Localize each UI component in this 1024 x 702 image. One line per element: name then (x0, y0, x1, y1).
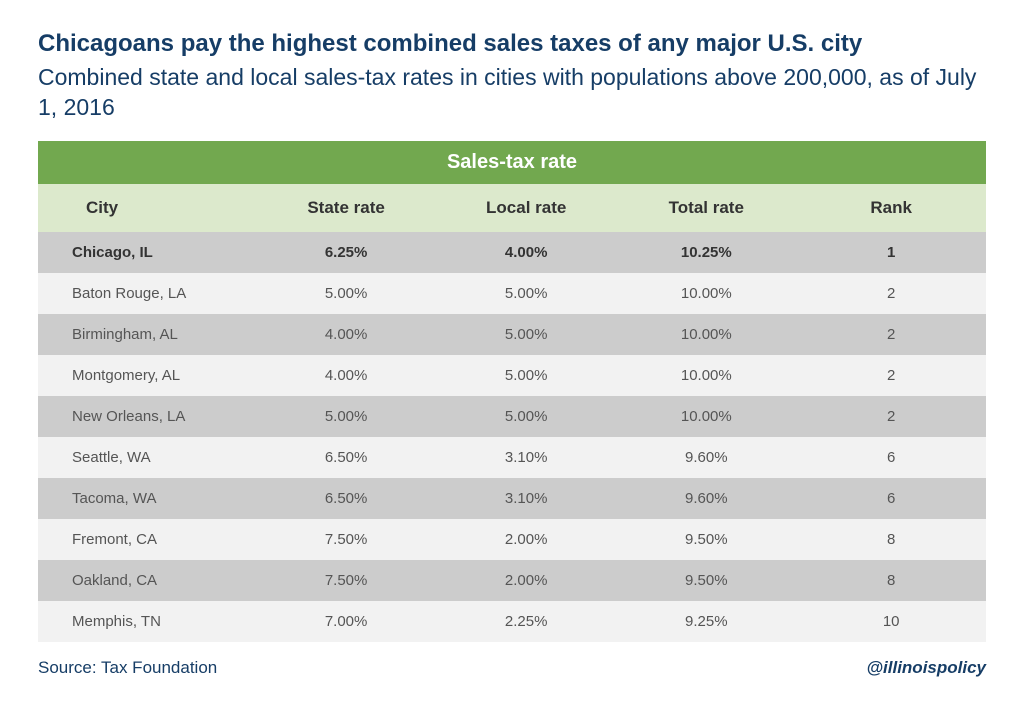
table-row: Birmingham, AL4.00%5.00%10.00%2 (38, 314, 986, 355)
cell-rank: 2 (796, 355, 986, 396)
cell-rank: 10 (796, 601, 986, 642)
table-row: New Orleans, LA5.00%5.00%10.00%2 (38, 396, 986, 437)
table-row: Seattle, WA6.50%3.10%9.60%6 (38, 437, 986, 478)
col-header-rank: Rank (796, 184, 986, 232)
cell-city: Fremont, CA (38, 519, 256, 560)
cell-city: Memphis, TN (38, 601, 256, 642)
cell-rank: 1 (796, 232, 986, 273)
cell-local-rate: 2.25% (436, 601, 616, 642)
table-row: Tacoma, WA6.50%3.10%9.60%6 (38, 478, 986, 519)
cell-total-rate: 9.50% (616, 519, 796, 560)
cell-state-rate: 6.50% (256, 437, 436, 478)
cell-local-rate: 2.00% (436, 560, 616, 601)
cell-total-rate: 10.00% (616, 355, 796, 396)
cell-rank: 2 (796, 273, 986, 314)
chart-title: Chicagoans pay the highest combined sale… (38, 28, 986, 59)
cell-city: Seattle, WA (38, 437, 256, 478)
cell-local-rate: 5.00% (436, 396, 616, 437)
cell-state-rate: 5.00% (256, 273, 436, 314)
cell-state-rate: 7.50% (256, 519, 436, 560)
table-row: Montgomery, AL4.00%5.00%10.00%2 (38, 355, 986, 396)
cell-city: Baton Rouge, LA (38, 273, 256, 314)
cell-local-rate: 3.10% (436, 437, 616, 478)
table-row: Chicago, IL6.25%4.00%10.25%1 (38, 232, 986, 273)
cell-local-rate: 4.00% (436, 232, 616, 273)
table-caption: Sales-tax rate (38, 141, 986, 184)
cell-total-rate: 10.00% (616, 314, 796, 355)
footer: Source: Tax Foundation @illinoispolicy (38, 658, 986, 678)
cell-state-rate: 4.00% (256, 355, 436, 396)
cell-total-rate: 10.00% (616, 273, 796, 314)
cell-city: Montgomery, AL (38, 355, 256, 396)
table-row: Baton Rouge, LA5.00%5.00%10.00%2 (38, 273, 986, 314)
chart-subtitle: Combined state and local sales-tax rates… (38, 63, 986, 123)
table-header-row: City State rate Local rate Total rate Ra… (38, 184, 986, 232)
cell-rank: 2 (796, 314, 986, 355)
table-row: Oakland, CA7.50%2.00%9.50%8 (38, 560, 986, 601)
cell-local-rate: 5.00% (436, 273, 616, 314)
cell-state-rate: 4.00% (256, 314, 436, 355)
col-header-city: City (38, 184, 256, 232)
sales-tax-table: Sales-tax rate City State rate Local rat… (38, 141, 986, 642)
cell-state-rate: 6.50% (256, 478, 436, 519)
cell-total-rate: 9.60% (616, 478, 796, 519)
cell-local-rate: 5.00% (436, 314, 616, 355)
cell-rank: 8 (796, 560, 986, 601)
source-text: Source: Tax Foundation (38, 658, 217, 678)
cell-local-rate: 2.00% (436, 519, 616, 560)
table-caption-row: Sales-tax rate (38, 141, 986, 184)
col-header-total-rate: Total rate (616, 184, 796, 232)
cell-local-rate: 5.00% (436, 355, 616, 396)
cell-city: New Orleans, LA (38, 396, 256, 437)
table-row: Fremont, CA7.50%2.00%9.50%8 (38, 519, 986, 560)
col-header-state-rate: State rate (256, 184, 436, 232)
cell-state-rate: 7.00% (256, 601, 436, 642)
cell-city: Birmingham, AL (38, 314, 256, 355)
cell-state-rate: 5.00% (256, 396, 436, 437)
cell-city: Tacoma, WA (38, 478, 256, 519)
cell-total-rate: 9.50% (616, 560, 796, 601)
cell-state-rate: 6.25% (256, 232, 436, 273)
cell-total-rate: 9.60% (616, 437, 796, 478)
attribution-handle: @illinoispolicy (866, 658, 986, 678)
cell-rank: 8 (796, 519, 986, 560)
col-header-local-rate: Local rate (436, 184, 616, 232)
cell-city: Chicago, IL (38, 232, 256, 273)
cell-total-rate: 10.00% (616, 396, 796, 437)
cell-total-rate: 9.25% (616, 601, 796, 642)
cell-rank: 6 (796, 478, 986, 519)
cell-local-rate: 3.10% (436, 478, 616, 519)
cell-total-rate: 10.25% (616, 232, 796, 273)
cell-city: Oakland, CA (38, 560, 256, 601)
cell-state-rate: 7.50% (256, 560, 436, 601)
table-row: Memphis, TN7.00%2.25%9.25%10 (38, 601, 986, 642)
cell-rank: 2 (796, 396, 986, 437)
cell-rank: 6 (796, 437, 986, 478)
